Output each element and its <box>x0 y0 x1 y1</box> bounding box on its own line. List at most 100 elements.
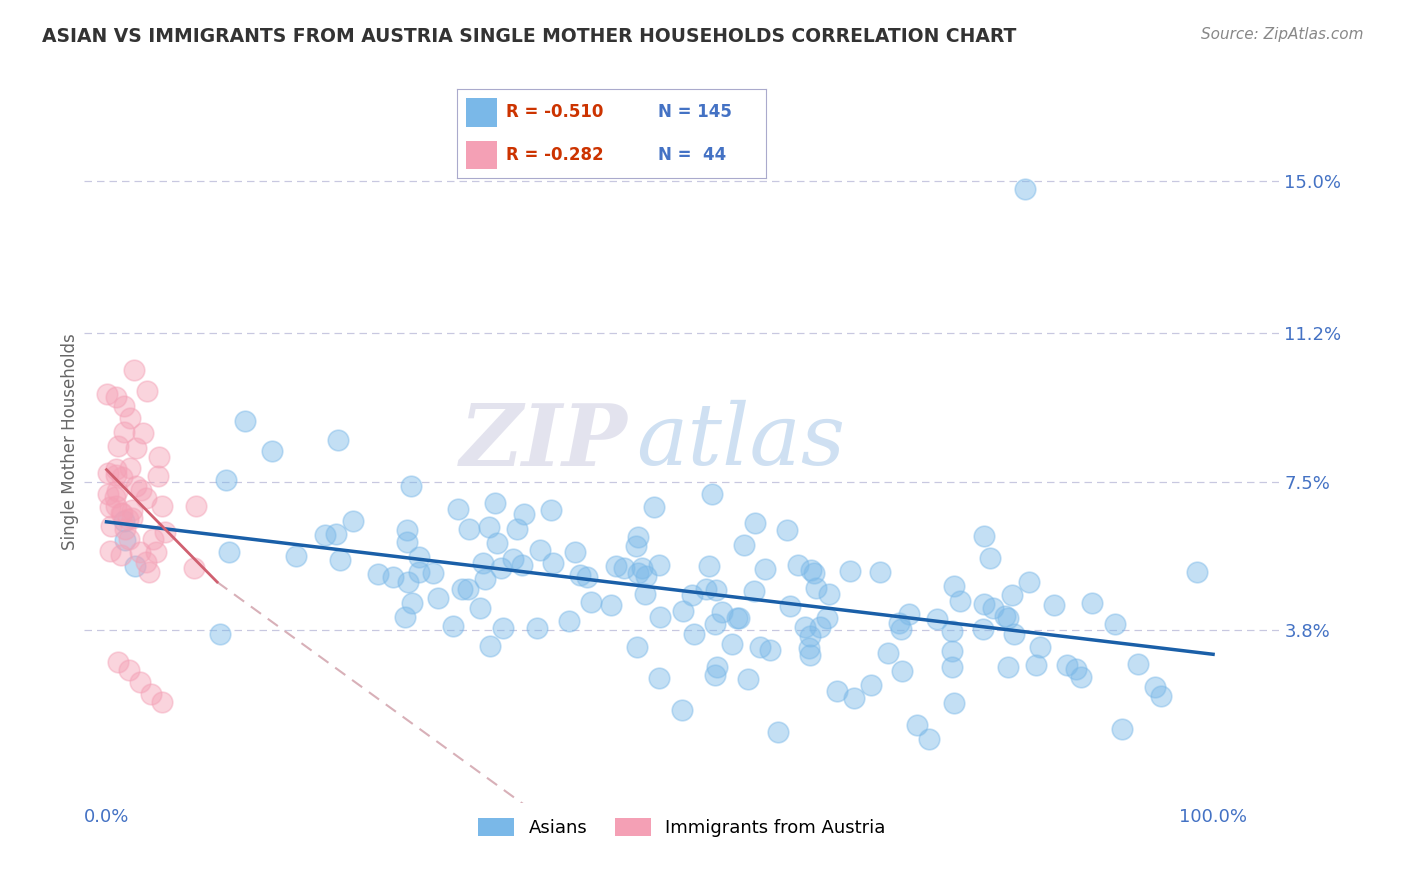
Point <box>395 534 418 549</box>
Point <box>626 640 648 655</box>
Point <box>1014 182 1036 196</box>
Point <box>105 500 128 514</box>
Point <box>381 569 404 583</box>
Point <box>869 566 891 580</box>
Point <box>943 579 966 593</box>
Point <box>981 601 1004 615</box>
Text: R = -0.510: R = -0.510 <box>506 103 603 121</box>
Point <box>799 648 821 662</box>
Point <box>105 462 128 476</box>
Point <box>98 500 121 514</box>
Point <box>1150 689 1173 703</box>
Point <box>634 587 657 601</box>
Point <box>396 523 419 537</box>
Point <box>132 426 155 441</box>
Point <box>1081 596 1104 610</box>
Point <box>125 441 148 455</box>
Point <box>997 610 1019 624</box>
Point <box>994 609 1017 624</box>
Point <box>97 487 120 501</box>
Point <box>114 522 136 536</box>
Point <box>799 629 821 643</box>
Point <box>634 568 657 582</box>
Point <box>112 399 135 413</box>
Point <box>842 691 865 706</box>
Point <box>135 555 157 569</box>
Point <box>114 533 136 548</box>
Point <box>697 559 720 574</box>
Point <box>624 539 647 553</box>
Point <box>146 468 169 483</box>
Point <box>704 616 727 631</box>
Point <box>941 624 963 638</box>
Point <box>825 683 848 698</box>
Point <box>627 566 650 580</box>
Point <box>260 444 283 458</box>
Point <box>558 614 581 628</box>
Point <box>540 503 562 517</box>
Point <box>468 600 491 615</box>
Point <box>779 599 801 614</box>
Point <box>564 544 586 558</box>
Point <box>742 583 765 598</box>
Point <box>1185 565 1208 579</box>
Point <box>787 558 810 572</box>
Point <box>342 514 364 528</box>
Point <box>329 553 352 567</box>
Point <box>396 575 419 590</box>
Point <box>121 511 143 525</box>
Point <box>117 512 139 526</box>
Point <box>599 598 621 612</box>
Point <box>513 507 536 521</box>
Point <box>110 548 132 562</box>
Point <box>505 522 527 536</box>
Point <box>568 568 591 582</box>
Point <box>681 588 703 602</box>
Point <box>941 659 963 673</box>
Point <box>1126 657 1149 671</box>
Point <box>643 500 665 514</box>
Point <box>876 647 898 661</box>
Point <box>100 519 122 533</box>
Point <box>648 558 671 572</box>
Point <box>529 542 551 557</box>
Point <box>474 572 496 586</box>
Point <box>114 425 136 440</box>
Point <box>489 561 512 575</box>
Point <box>605 559 627 574</box>
Point <box>111 506 134 520</box>
Point <box>142 533 165 547</box>
Point <box>704 667 727 681</box>
Point <box>806 581 828 595</box>
Text: R = -0.282: R = -0.282 <box>506 146 605 164</box>
Point <box>145 545 167 559</box>
Point <box>117 664 139 678</box>
Point <box>776 523 799 537</box>
Point <box>124 559 146 574</box>
Point <box>367 567 389 582</box>
Point <box>184 500 207 514</box>
Point <box>408 549 430 564</box>
Point <box>973 597 995 611</box>
Text: ZIP: ZIP <box>460 400 628 483</box>
Point <box>502 552 524 566</box>
Point <box>447 501 470 516</box>
Point <box>1111 722 1133 736</box>
Point <box>1070 670 1092 684</box>
Point <box>721 637 744 651</box>
Point <box>128 675 150 690</box>
Point <box>183 561 205 575</box>
Point <box>576 570 599 584</box>
Point <box>107 439 129 453</box>
Point <box>927 612 949 626</box>
Point <box>122 362 145 376</box>
Point <box>838 564 860 578</box>
Point <box>979 551 1001 566</box>
Point <box>153 524 176 539</box>
Point <box>749 640 772 655</box>
Point <box>492 621 515 635</box>
Point <box>326 433 349 447</box>
Point <box>135 491 157 505</box>
Point <box>233 414 256 428</box>
Point <box>1025 657 1047 672</box>
